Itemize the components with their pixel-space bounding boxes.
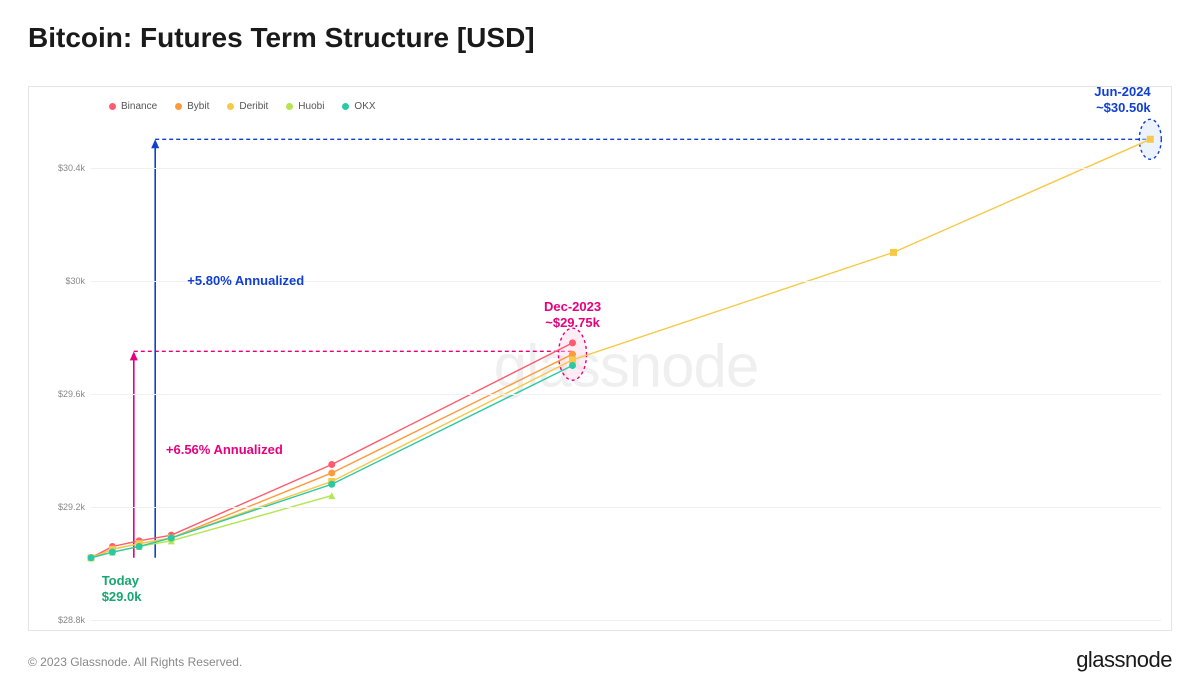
gridline [91,507,1161,508]
chart-container: BinanceBybitDeribitHuobiOKX glassnode $2… [28,86,1172,631]
text-annotation-dec2023: Dec-2023~$29.75k [544,299,601,332]
y-axis-label: $30.4k [39,163,85,173]
text-annotation-today: Today$29.0k [102,573,142,606]
y-axis-label: $29.6k [39,389,85,399]
footer-brand-logo: glassnode [1076,647,1172,673]
legend-dot-icon [227,103,234,110]
legend-dot-icon [286,103,293,110]
gridline [91,394,1161,395]
y-axis-label: $29.2k [39,502,85,512]
y-axis-label: $28.8k [39,615,85,625]
legend-dot-icon [109,103,116,110]
chart-plot-area: glassnode $28.8k$29.2k$29.6k$30k$30.4k+6… [91,111,1161,620]
chart-svg [91,111,1161,620]
legend-dot-icon [175,103,182,110]
arrow-annotation-blue: +5.80% Annualized [187,273,304,289]
y-axis-label: $30k [39,276,85,286]
footer-copyright: © 2023 Glassnode. All Rights Reserved. [28,655,242,669]
arrow-annotation-pink: +6.56% Annualized [166,442,283,458]
gridline [91,168,1161,169]
chart-title: Bitcoin: Futures Term Structure [USD] [28,22,535,54]
legend-dot-icon [342,103,349,110]
text-annotation-jun2024: Jun-2024~$30.50k [1094,84,1150,117]
gridline [91,620,1161,621]
